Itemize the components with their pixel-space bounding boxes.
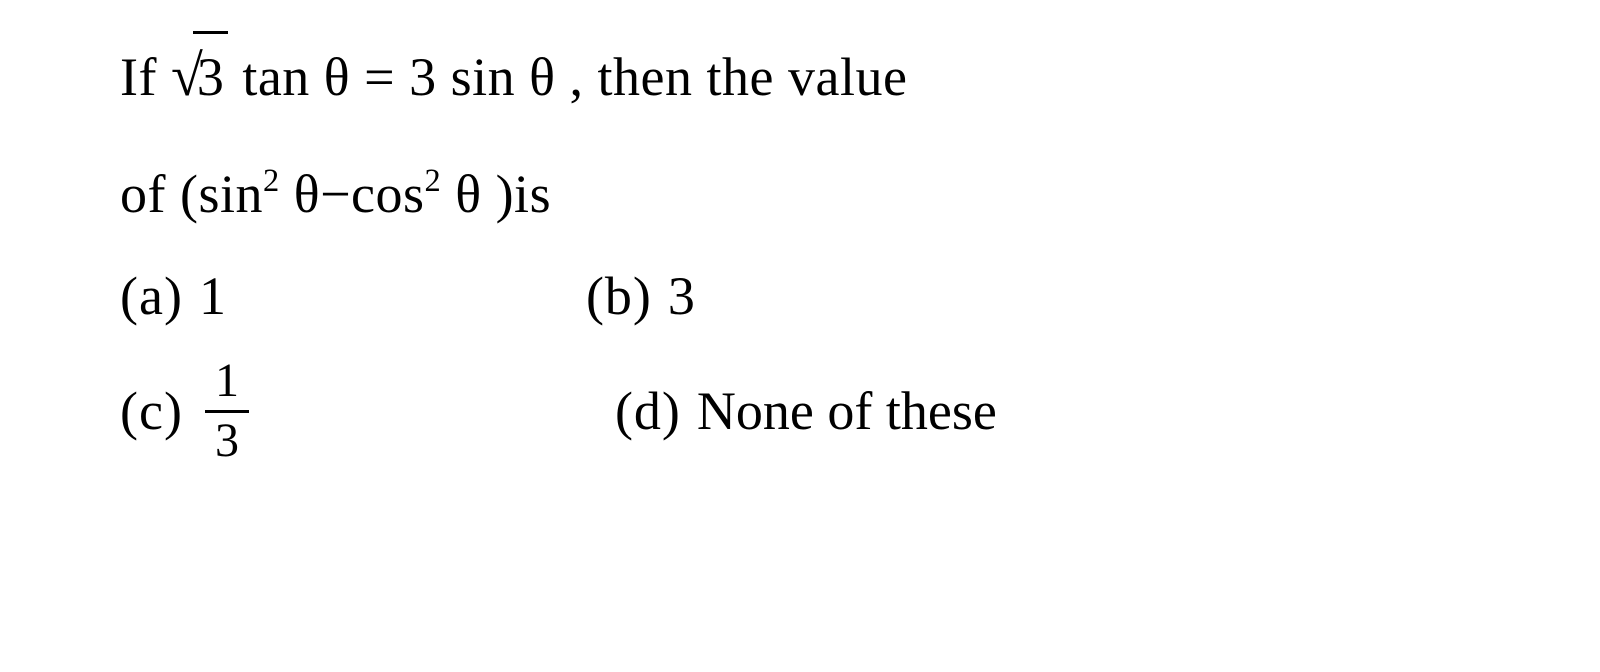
option-d-value: None of these [697, 380, 997, 442]
question-line-2: of (sin2 θ−cos2 θ )is [120, 151, 1480, 237]
option-a-label: (a) [120, 265, 183, 327]
text-if: If [120, 47, 171, 107]
option-d: (d) None of these [615, 380, 997, 442]
option-a-value: 1 [199, 265, 226, 327]
options-row-2: (c) 1 3 (d) None of these [120, 355, 1480, 468]
text-tan: tan [242, 47, 323, 107]
theta-3: θ [294, 164, 320, 224]
sqrt-value: 3 [193, 31, 229, 120]
fraction-numerator: 1 [205, 355, 249, 410]
question-line-1: If √3 tan θ = 3 sin θ , then the value [120, 30, 1480, 123]
exponent-2: 2 [425, 163, 442, 199]
text-suffix: , then the value [556, 47, 908, 107]
text-eq: = 3 sin [350, 47, 529, 107]
option-c-fraction: 1 3 [205, 355, 249, 468]
theta-2: θ [529, 47, 555, 107]
exponent-1: 2 [263, 163, 280, 199]
option-d-label: (d) [615, 380, 681, 442]
options-row-1: (a) 1 (b) 3 [120, 265, 1480, 327]
option-c-label: (c) [120, 380, 183, 442]
text-minus-cos: −cos [320, 164, 424, 224]
option-b: (b) 3 [586, 265, 695, 327]
space-2 [441, 164, 455, 224]
fraction-denominator: 3 [205, 410, 249, 468]
text-is: )is [482, 164, 552, 224]
option-b-value: 3 [668, 265, 695, 327]
theta-4: θ [455, 164, 481, 224]
space-1 [280, 164, 294, 224]
question-container: If √3 tan θ = 3 sin θ , then the value o… [120, 30, 1480, 468]
option-c: (c) 1 3 [120, 355, 255, 468]
sqrt-expression: √3 [171, 30, 228, 123]
option-b-label: (b) [586, 265, 652, 327]
option-a: (a) 1 [120, 265, 226, 327]
text-of-sin: of (sin [120, 164, 263, 224]
theta-1: θ [324, 47, 350, 107]
